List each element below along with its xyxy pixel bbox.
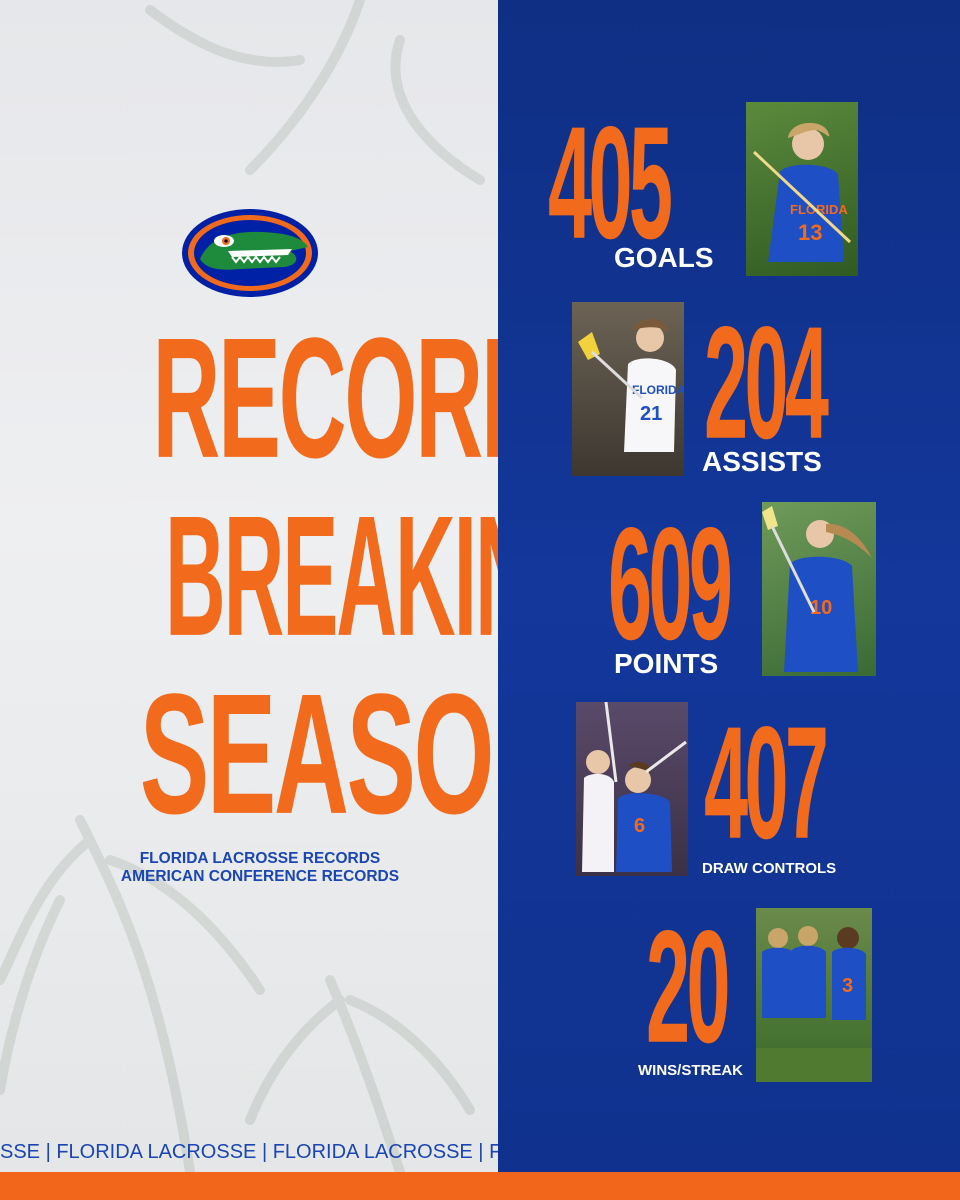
player-photo-draw-controls: 6 <box>576 702 688 876</box>
headline-line-2: BREAKING <box>165 479 498 672</box>
palm-tree-background-icon <box>0 0 485 1172</box>
records-line-1: FLORIDA LACROSSE RECORDS <box>139 850 381 867</box>
player-photo-assists: FLORIDA 21 <box>572 302 684 476</box>
stat-label-goals: GOALS <box>614 242 714 273</box>
player-photo-goals: FLORIDA 13 <box>746 102 858 276</box>
headline-line-1: RECORD- <box>152 301 498 494</box>
svg-text:FLORIDA: FLORIDA <box>632 383 684 397</box>
svg-text:10: 10 <box>810 597 832 619</box>
player-photo-points: 10 <box>762 502 876 676</box>
stat-label-wins-streak: WINS/STREAK <box>638 1062 743 1079</box>
svg-text:3: 3 <box>842 975 853 997</box>
stat-value-points: 609 <box>608 495 733 674</box>
gator-head-logo-icon <box>182 209 318 297</box>
svg-text:6: 6 <box>634 815 645 837</box>
stat-value-goals: 405 <box>548 94 673 273</box>
left-panel: RECORD- BREAKING SEASON FLORIDA LACROSSE… <box>0 0 498 1172</box>
svg-text:21: 21 <box>640 403 662 425</box>
records-caption: FLORIDA LACROSSE RECORDS AMERICAN CONFER… <box>110 850 410 886</box>
bottom-orange-bar <box>0 1172 960 1200</box>
stat-label-draw-controls: DRAW CONTROLS <box>702 860 837 877</box>
headline-line-3: SEASON <box>139 657 498 850</box>
player-photo-wins-streak: 3 <box>756 908 872 1082</box>
records-line-2: AMERICAN CONFERENCE RECORDS <box>120 868 400 885</box>
stat-label-points: POINTS <box>614 648 719 679</box>
ticker-strip: SSE | FLORIDA LACROSSE | FLORIDA LACROSS… <box>0 1141 498 1163</box>
stat-value-draw-controls: 407 <box>704 694 829 873</box>
svg-text:FLORIDA: FLORIDA <box>790 202 848 217</box>
right-panel: 405 GOALS FLORIDA 13 FLORIDA 21 204 ASSI… <box>498 0 960 1172</box>
stat-value-wins-streak: 20 <box>646 898 731 1077</box>
jersey-number: 13 <box>798 220 822 245</box>
stat-label-assists: ASSISTS <box>702 446 822 477</box>
stat-value-assists: 204 <box>704 294 829 473</box>
